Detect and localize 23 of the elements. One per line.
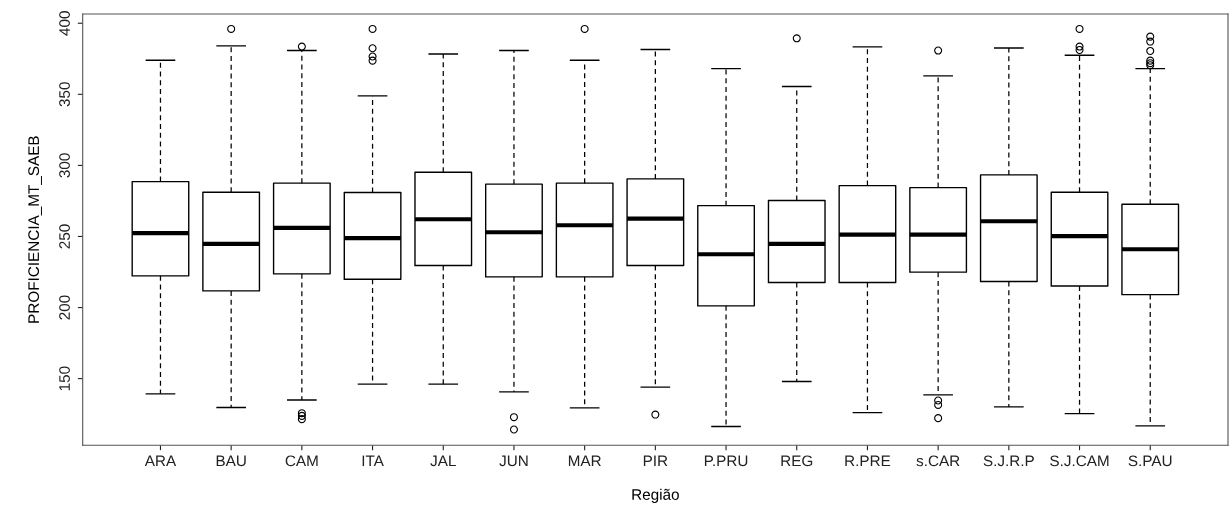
x-tick-label: S.J.CAM bbox=[1050, 455, 1109, 467]
x-tick-label: R.PRE bbox=[845, 455, 891, 467]
y-tick-label: 350 bbox=[59, 82, 70, 107]
x-tick-label: JAL bbox=[430, 455, 456, 467]
x-tick-label: ITA bbox=[362, 455, 384, 467]
y-axis-title: PROFICIENCIA_MT_SAEB bbox=[28, 136, 42, 323]
x-axis-title: Região bbox=[632, 488, 679, 503]
x-tick-label: P.PRU bbox=[704, 455, 748, 467]
x-tick-label: PIR bbox=[643, 455, 668, 467]
y-tick-label: 300 bbox=[59, 153, 70, 178]
x-tick-label: S.J.R.P bbox=[983, 455, 1034, 467]
x-tick-label: REG bbox=[781, 455, 813, 467]
x-tick-label: ARA bbox=[144, 455, 177, 467]
x-tick-label: JUN bbox=[499, 455, 528, 467]
x-tick-label: CAM bbox=[285, 455, 318, 467]
x-tick-label: S.PAU bbox=[1128, 455, 1172, 467]
y-tick-label: 250 bbox=[59, 224, 70, 249]
x-tick-label: MAR bbox=[568, 455, 601, 467]
y-tick-label: 400 bbox=[59, 11, 70, 36]
y-tick-label: 150 bbox=[59, 366, 70, 391]
x-tick-label: s.CAR bbox=[916, 455, 960, 467]
y-tick-label: 200 bbox=[59, 295, 70, 320]
x-tick-label: BAU bbox=[216, 455, 246, 467]
